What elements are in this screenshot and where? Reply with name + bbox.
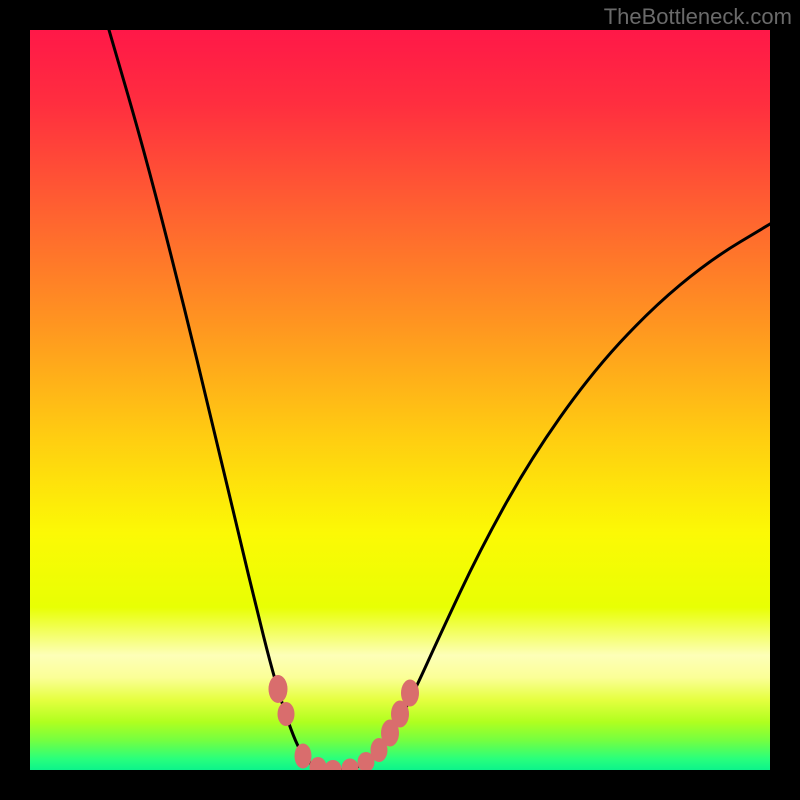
curve-svg [30,30,770,770]
marker-group [269,675,420,770]
curve-marker [310,757,327,770]
bottleneck-curve [109,30,770,770]
curve-marker [269,675,288,703]
curve-marker [278,702,295,726]
chart-container: TheBottleneck.com [0,0,800,800]
curve-marker [325,760,342,770]
curve-marker [295,744,312,769]
plot-area [30,30,770,770]
curve-marker [401,680,419,707]
attribution-text: TheBottleneck.com [604,4,792,30]
curve-marker [342,759,359,771]
